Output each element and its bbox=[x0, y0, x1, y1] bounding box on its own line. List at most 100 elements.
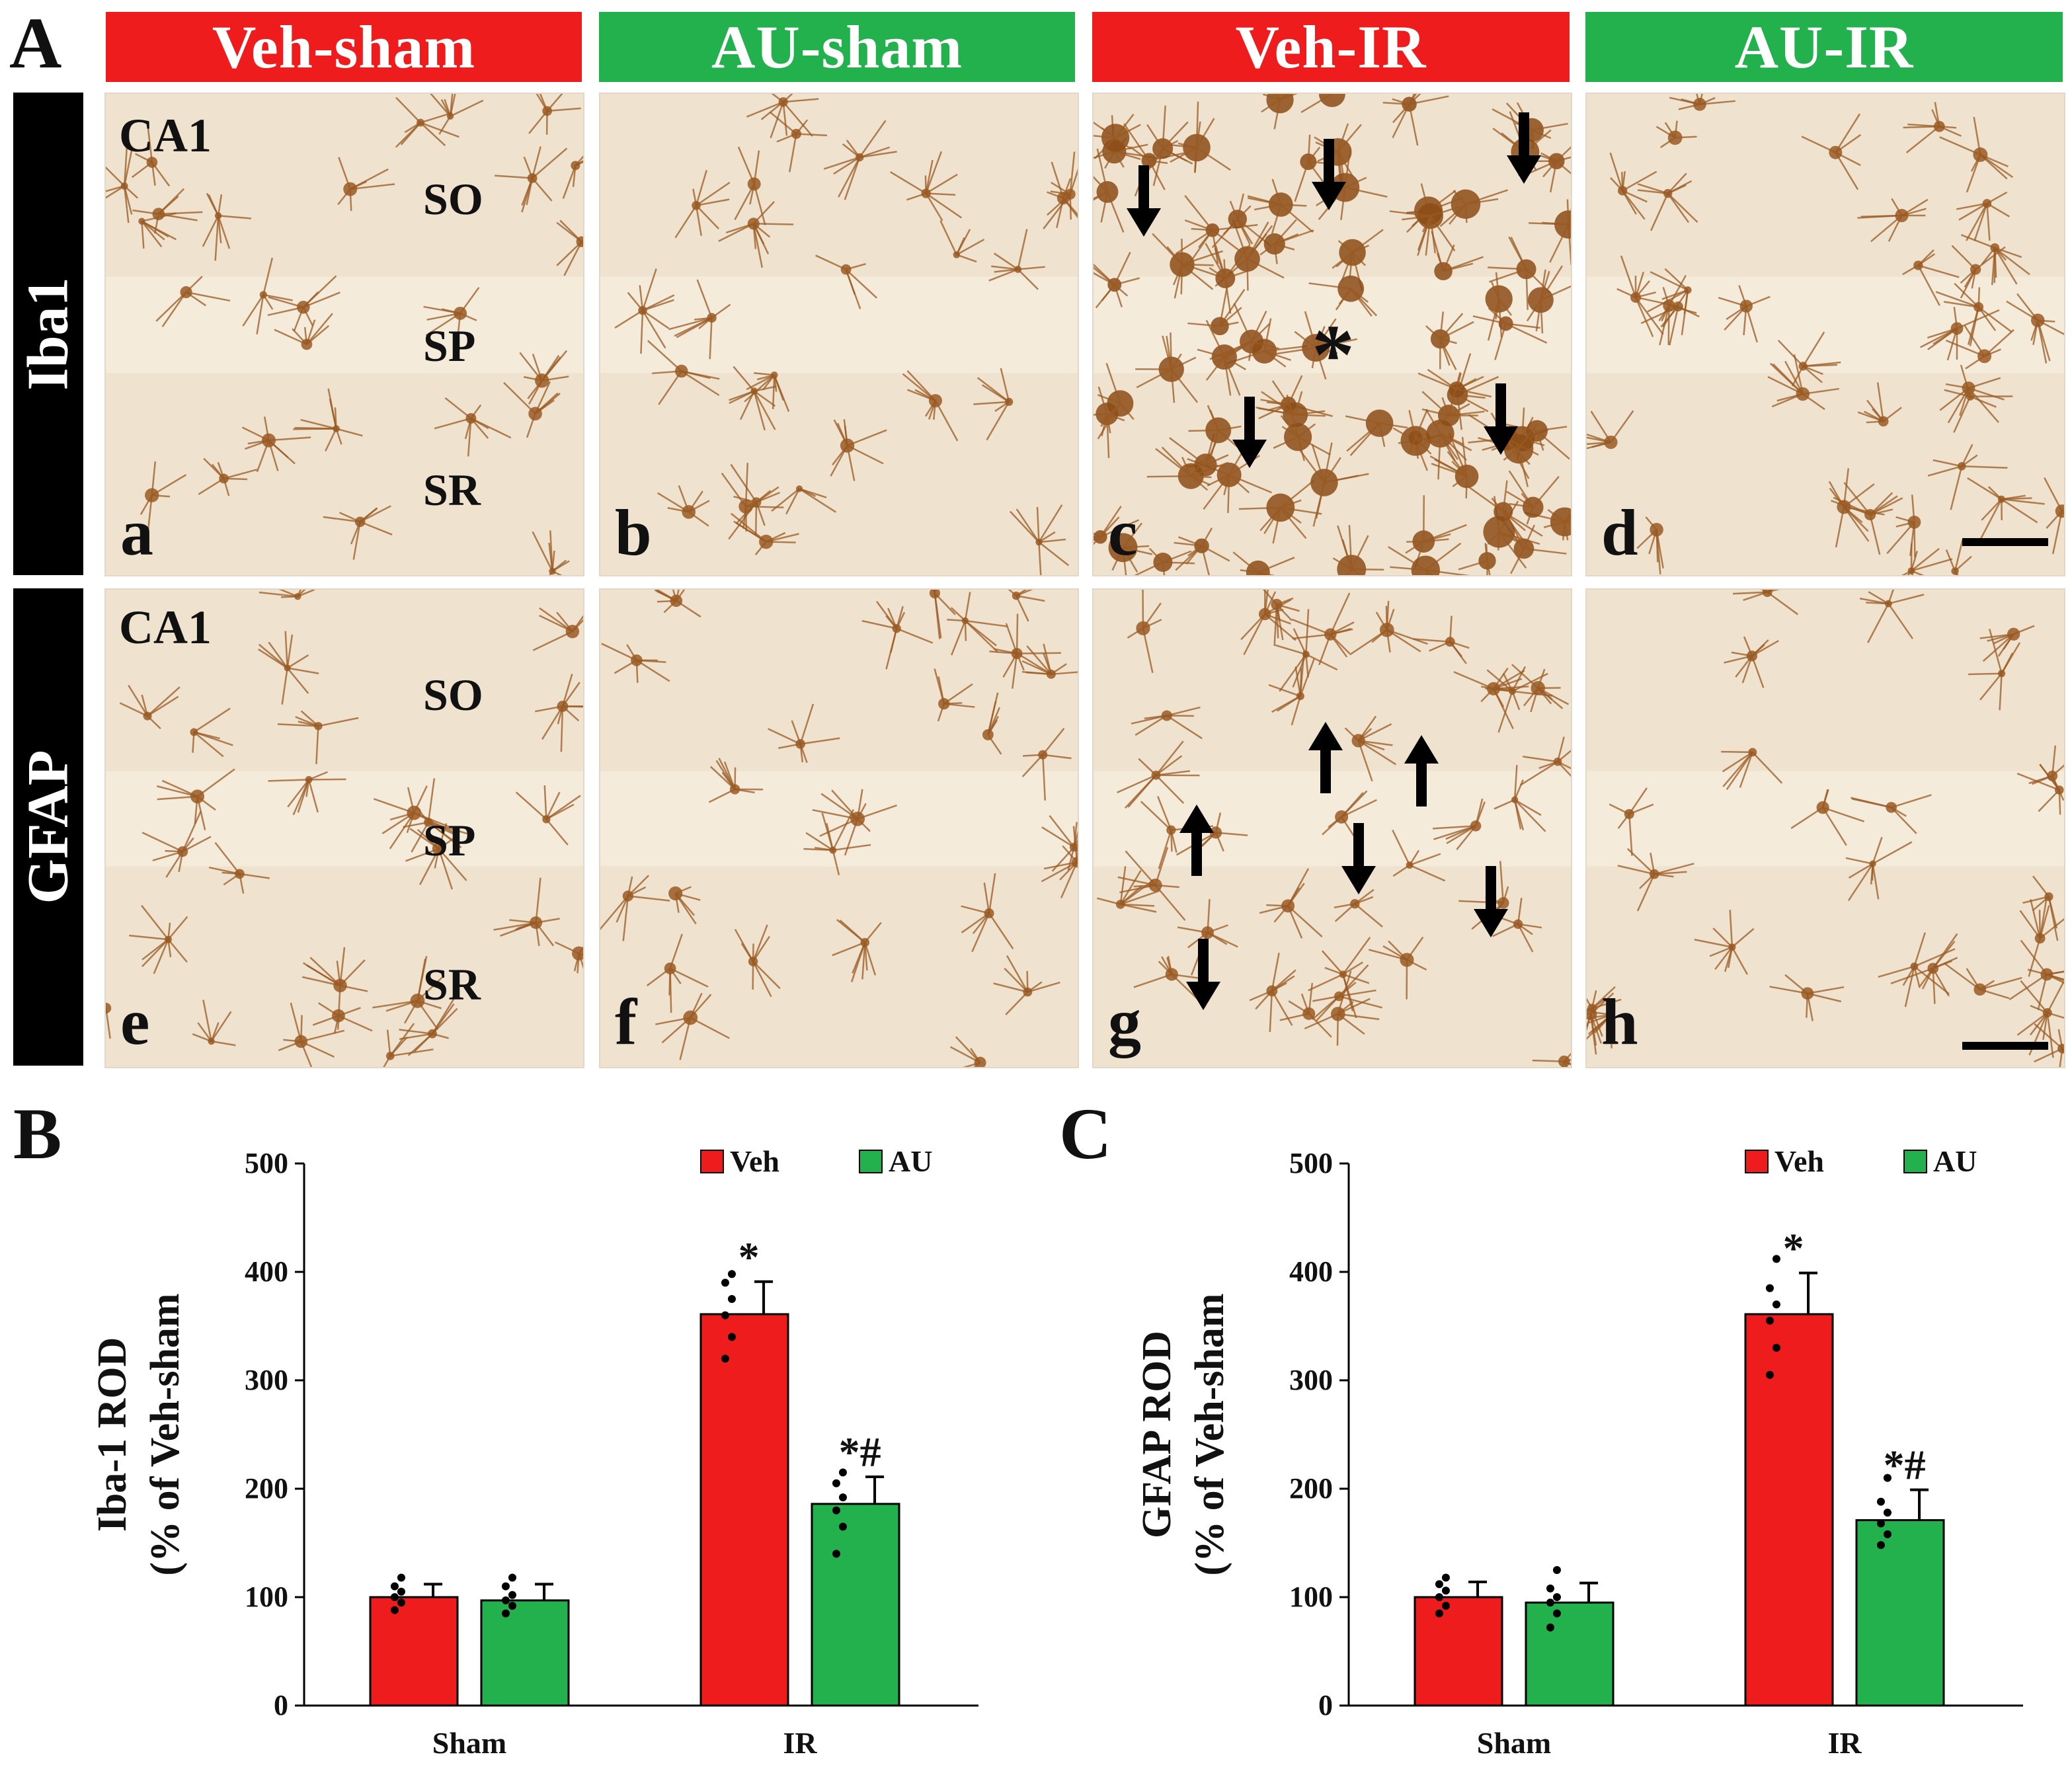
sublabel-h: h bbox=[1601, 984, 1638, 1060]
row-label-iba1-text: Iba1 bbox=[15, 277, 82, 390]
data-point bbox=[839, 1493, 847, 1501]
data-point bbox=[508, 1573, 516, 1581]
micrograph-iba1-au-sham: b bbox=[599, 93, 1079, 576]
data-point bbox=[502, 1596, 510, 1604]
data-point bbox=[728, 1333, 736, 1341]
pyramidal-layer-band bbox=[600, 771, 1078, 866]
data-point bbox=[721, 1279, 729, 1286]
y-axis-label: GFAP ROD bbox=[1135, 1331, 1179, 1538]
micrograph-stain bbox=[1587, 590, 2064, 1067]
layer-label-so: SO bbox=[423, 669, 483, 721]
arrow-down-icon bbox=[1504, 112, 1544, 185]
group-header-au-ir: AU-IR bbox=[1585, 12, 2063, 82]
arrow-up-icon bbox=[1306, 721, 1345, 793]
sublabel-g: g bbox=[1108, 984, 1141, 1060]
pyramidal-layer-band bbox=[600, 277, 1078, 374]
y-tick-label: 0 bbox=[274, 1689, 288, 1721]
data-point bbox=[1546, 1598, 1554, 1606]
arrow-up-icon bbox=[1177, 803, 1216, 876]
layer-label-sp: SP bbox=[423, 320, 475, 372]
data-point bbox=[1773, 1344, 1780, 1352]
data-point bbox=[1553, 1593, 1561, 1601]
micrograph-stain bbox=[1587, 94, 2064, 575]
legend-label: AU bbox=[1933, 1144, 1977, 1178]
data-point bbox=[397, 1573, 405, 1581]
scale-bar bbox=[1962, 1042, 2048, 1050]
x-tick-label: IR bbox=[783, 1726, 817, 1760]
arrow-down-icon bbox=[1339, 823, 1378, 896]
micrograph-stain bbox=[600, 590, 1078, 1067]
data-point bbox=[1553, 1566, 1561, 1574]
data-point bbox=[832, 1479, 840, 1487]
significance-marker: * bbox=[738, 1234, 760, 1280]
group-header-veh-ir: Veh-IR bbox=[1092, 12, 1570, 82]
data-point bbox=[832, 1507, 840, 1515]
y-tick-label: 200 bbox=[1289, 1472, 1333, 1505]
data-point bbox=[397, 1598, 405, 1606]
data-point bbox=[721, 1312, 729, 1319]
x-tick-label: IR bbox=[1827, 1726, 1862, 1760]
data-point bbox=[1442, 1602, 1450, 1610]
arrow-down-icon bbox=[1309, 139, 1349, 212]
row-label-iba1: Iba1 bbox=[13, 93, 83, 575]
group-header-au-sham: AU-sham bbox=[599, 12, 1075, 82]
micrograph-gfap-veh-sham: CA1 SO SP SR e bbox=[104, 588, 584, 1068]
row-label-gfap-text: GFAP bbox=[15, 750, 82, 904]
region-label: CA1 bbox=[119, 108, 212, 163]
data-point bbox=[1877, 1519, 1885, 1527]
micrograph-gfap-veh-ir: g bbox=[1092, 588, 1572, 1068]
data-point bbox=[1884, 1509, 1892, 1516]
y-tick-label: 100 bbox=[1289, 1581, 1333, 1613]
y-tick-label: 200 bbox=[245, 1472, 288, 1505]
data-point bbox=[839, 1522, 847, 1530]
significance-marker: *# bbox=[1884, 1442, 1926, 1489]
y-tick-label: 0 bbox=[1318, 1689, 1333, 1721]
micrograph-stain bbox=[106, 590, 583, 1067]
data-point bbox=[721, 1355, 729, 1362]
data-point bbox=[1766, 1317, 1774, 1325]
y-axis-label: Iba-1 ROD bbox=[90, 1337, 135, 1532]
micrograph-stain bbox=[106, 94, 583, 575]
micrograph-stain bbox=[1094, 590, 1571, 1067]
data-point bbox=[508, 1602, 516, 1610]
significance-marker: * bbox=[1783, 1225, 1804, 1272]
data-point bbox=[1435, 1610, 1443, 1618]
y-tick-label: 300 bbox=[245, 1364, 288, 1396]
y-tick-label: 300 bbox=[1289, 1364, 1333, 1396]
data-point bbox=[1435, 1593, 1443, 1601]
arrow-up-icon bbox=[1402, 734, 1441, 807]
layer-label-sr: SR bbox=[423, 464, 481, 516]
data-point bbox=[1766, 1371, 1774, 1379]
pyramidal-layer-band bbox=[1587, 771, 2064, 866]
micrograph-stain bbox=[600, 94, 1078, 575]
row-label-gfap: GFAP bbox=[13, 588, 83, 1066]
data-point bbox=[1546, 1624, 1554, 1632]
sublabel-d: d bbox=[1601, 494, 1638, 571]
bar-veh-sham bbox=[370, 1597, 458, 1706]
micrograph-iba1-au-ir: d bbox=[1585, 93, 2065, 576]
legend-swatch bbox=[1745, 1150, 1768, 1173]
y-tick-label: 400 bbox=[1289, 1255, 1333, 1288]
y-tick-label: 100 bbox=[245, 1581, 288, 1613]
y-axis-label-2: (% of Veh-sham bbox=[1187, 1293, 1232, 1575]
arrow-down-icon bbox=[1124, 165, 1164, 238]
data-point bbox=[1546, 1585, 1554, 1593]
micrograph-gfap-au-sham: f bbox=[599, 588, 1079, 1068]
legend-swatch bbox=[701, 1150, 723, 1173]
data-point bbox=[391, 1606, 399, 1614]
data-point bbox=[1773, 1255, 1780, 1263]
data-point bbox=[1773, 1300, 1780, 1308]
data-point bbox=[832, 1550, 840, 1557]
arrow-down-icon bbox=[1230, 397, 1269, 469]
legend-label: Veh bbox=[1774, 1144, 1824, 1178]
layer-label-sr: SR bbox=[423, 959, 481, 1011]
x-tick-label: Sham bbox=[1477, 1726, 1551, 1760]
sublabel-a: a bbox=[120, 494, 153, 571]
data-point bbox=[728, 1295, 736, 1303]
data-point bbox=[1884, 1530, 1892, 1538]
data-point bbox=[728, 1270, 736, 1278]
scale-bar bbox=[1962, 538, 2048, 546]
